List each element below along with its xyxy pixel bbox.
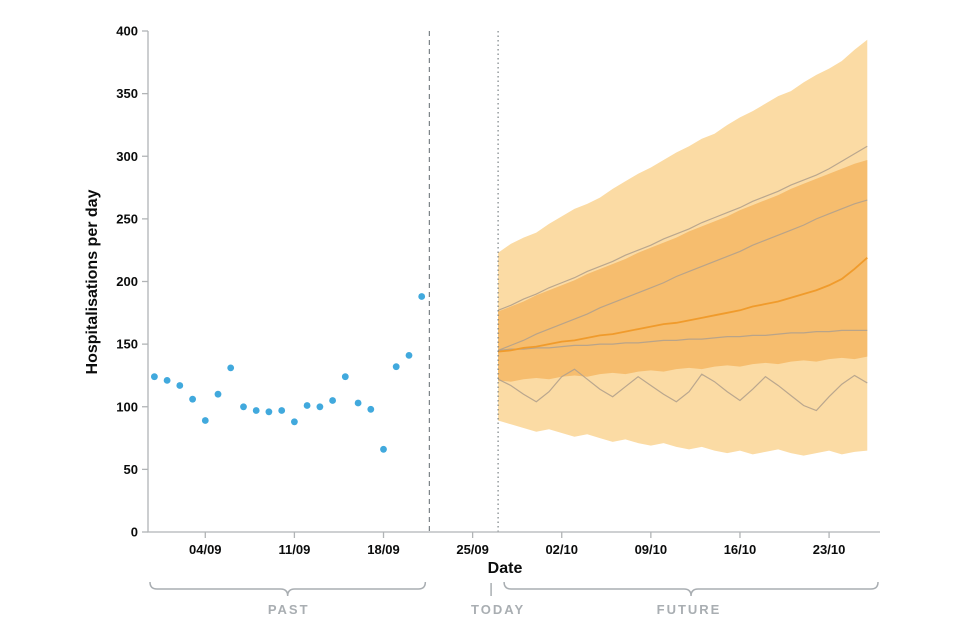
observed-point [252,407,260,414]
observed-point [367,405,375,413]
x-tick-label: 16/10 [724,542,757,557]
observed-point [240,403,247,411]
model-projection-lines [497,145,868,412]
observed-point [201,417,209,424]
past-brace [149,581,427,597]
y-tick-label: 100 [116,399,138,414]
observed-point [278,407,286,414]
today-label: TODAY [471,602,525,617]
observed-point [392,363,400,371]
observed-point [316,403,324,411]
observed-point [163,377,171,384]
future-label: FUTURE [657,602,722,617]
observed-point [227,364,235,372]
median-projection-line [497,257,868,353]
timeline-annotations [149,581,879,597]
y-tick-label: 400 [116,24,138,39]
x-tick-label: 02/10 [545,542,578,557]
observed-point [329,397,336,404]
observed-point [354,399,362,407]
y-tick-label: 250 [116,211,138,226]
y-tick-label: 50 [124,462,138,477]
model-projection-line [497,145,868,311]
time-boundary-lines [428,31,499,532]
observed-point [380,445,387,453]
x-tick-label: 25/09 [456,542,489,557]
model-projection-line [497,199,868,351]
y-axis-label: Hospitalisations per day [84,189,101,374]
observed-point [341,373,349,381]
inner-uncertainty-band [498,160,868,382]
past-label: PAST [268,602,310,617]
y-tick-label: 300 [116,149,138,164]
y-tick-label: 350 [116,86,138,101]
chart-axes: 0 50 100 150 200 250 300 350 400 04/09 11/09 18/09 2… [116,24,880,557]
x-tick-label: 11/09 [278,542,310,557]
y-tick-label: 150 [116,337,138,352]
model-projection-line [497,368,868,412]
observed-point [291,418,298,426]
x-tick-label: 23/10 [813,542,846,557]
observed-point [405,352,413,359]
y-tick-label: 0 [131,525,138,540]
observed-point [151,373,158,381]
x-tick-label: 09/10 [635,542,668,557]
observed-point [303,402,311,409]
observed-points [151,293,426,453]
observed-point [176,382,184,389]
projection-uncertainty-bands [498,39,868,456]
x-axis-label: Date [488,560,523,577]
y-tick-label: 200 [116,274,138,289]
model-projection-line [498,329,868,351]
observed-point [418,293,426,300]
x-tick-label: 04/09 [189,542,222,557]
observed-point [214,390,222,398]
x-tick-label: 18/09 [367,542,400,557]
future-brace [503,581,879,597]
observed-point [189,395,197,403]
observed-point [265,408,273,416]
